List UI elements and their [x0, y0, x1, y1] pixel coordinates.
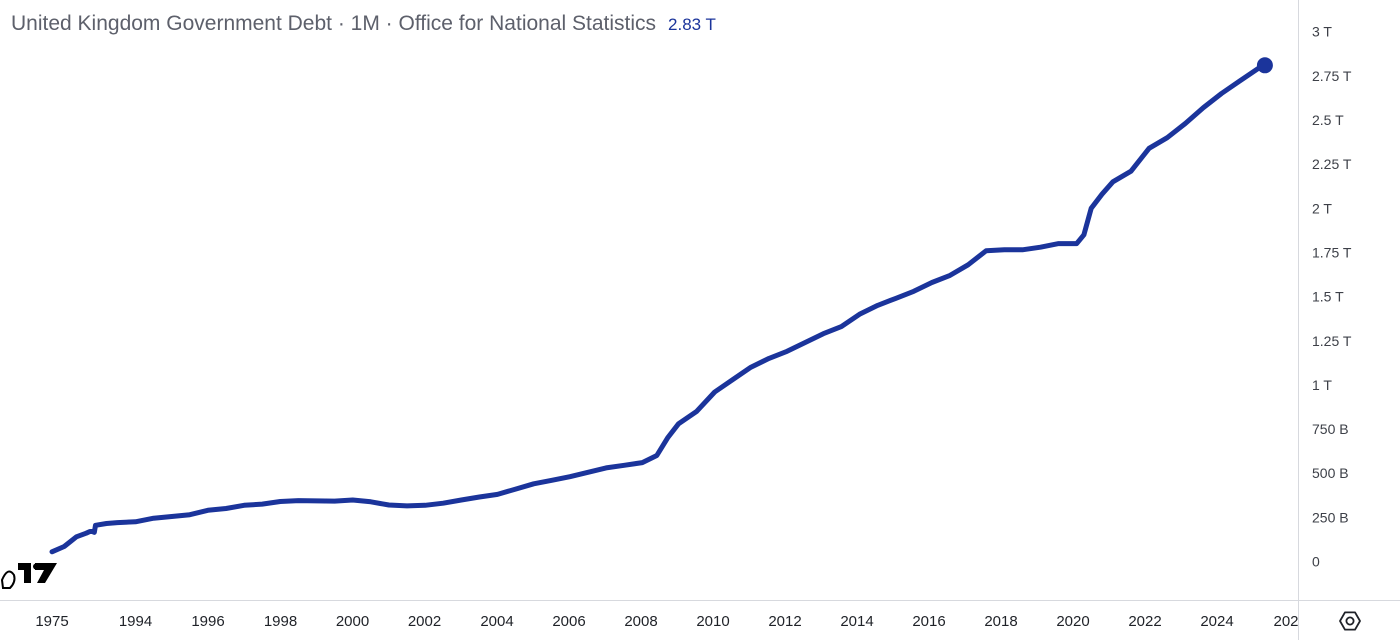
chart-title: United Kingdom Government Debt · 1M · Of… [11, 12, 657, 35]
tradingview-logo-icon[interactable] [0, 563, 57, 589]
x-tick-label: 1996 [191, 613, 224, 630]
x-tick-label: 2006 [552, 613, 585, 630]
y-tick-label: 1.25 T [1312, 333, 1352, 349]
x-tick-label: 2008 [624, 613, 657, 630]
x-tick-label: 202 [1273, 613, 1298, 630]
x-tick-label: 2012 [768, 613, 801, 630]
y-tick-label: 250 B [1312, 509, 1349, 525]
y-tick-label: 0 [1312, 554, 1320, 570]
x-tick-label: 1998 [264, 613, 297, 630]
settings-gear-icon[interactable] [1339, 611, 1361, 631]
x-tick-label: 2010 [696, 613, 729, 630]
time-axis[interactable]: 1975 1994 1996 1998 2000 2002 2004 2006 2008 2010… [35, 613, 1298, 630]
y-tick-label: 750 B [1312, 421, 1349, 437]
x-tick-label: 2018 [984, 613, 1017, 630]
y-tick-label: 3 T [1312, 24, 1332, 40]
y-tick-label: 2.25 T [1312, 156, 1352, 172]
x-tick-label: 2022 [1128, 613, 1161, 630]
x-tick-label: 2000 [336, 613, 369, 630]
chart-header: United Kingdom Government Debt · 1M · Of… [11, 12, 716, 40]
x-tick-label: 2016 [912, 613, 945, 630]
y-tick-label: 1 T [1312, 377, 1332, 393]
x-tick-label: 2002 [408, 613, 441, 630]
last-value-label: 2.83 T [668, 15, 716, 34]
x-tick-label: 2020 [1056, 613, 1089, 630]
series-line[interactable] [49, 62, 1268, 555]
price-axis[interactable]: 0 250 B 500 B 750 B 1 T 1.25 T 1.5 T 1.75 T 2 T 2… [1312, 24, 1352, 570]
y-tick-label: 2 T [1312, 200, 1332, 216]
y-tick-label: 500 B [1312, 465, 1349, 481]
y-tick-label: 1.75 T [1312, 244, 1352, 260]
last-point-marker[interactable] [1256, 57, 1273, 74]
x-tick-label: 2024 [1200, 613, 1233, 630]
x-tick-label: 1994 [119, 613, 152, 630]
x-tick-label: 1975 [35, 613, 68, 630]
y-tick-label: 1.5 T [1312, 289, 1344, 305]
x-tick-label: 2014 [840, 613, 873, 630]
x-tick-label: 2004 [480, 613, 513, 630]
y-tick-label: 2.5 T [1312, 112, 1344, 128]
y-tick-label: 2.75 T [1312, 68, 1352, 84]
